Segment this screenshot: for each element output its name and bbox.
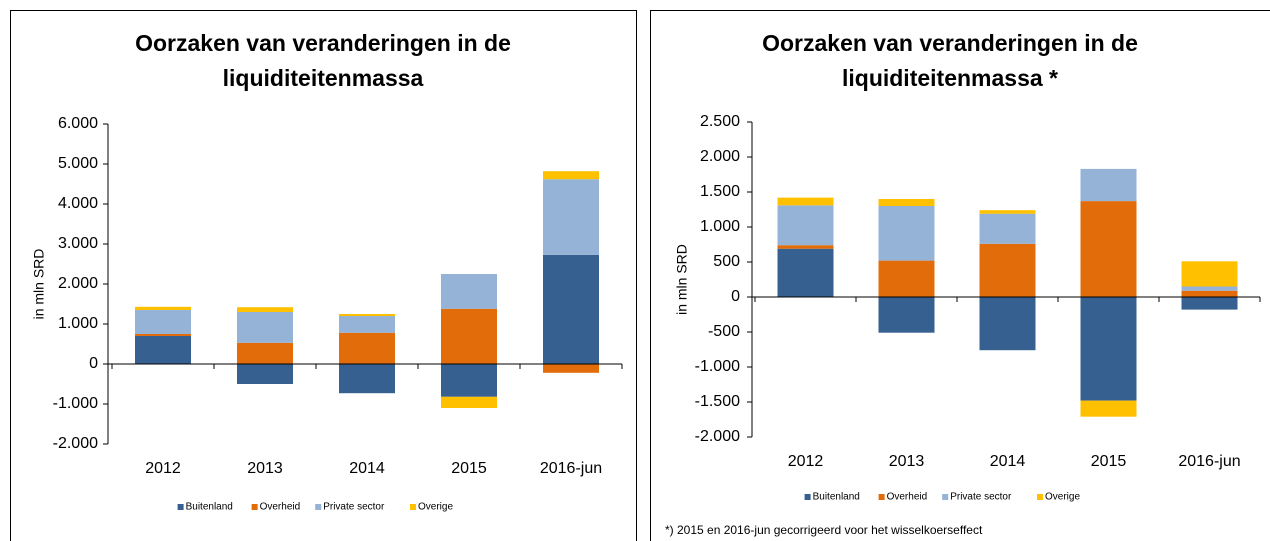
y-tick-label: 3.000 — [58, 235, 98, 252]
legend-label: Private sector — [950, 492, 1012, 503]
bar-segment — [777, 205, 834, 246]
chart-title: liquiditeitenmassa * — [842, 65, 1058, 91]
bar-segment — [979, 297, 1036, 351]
legend-swatch — [804, 494, 811, 500]
x-tick-label: 2013 — [889, 453, 925, 470]
bar-segment — [878, 206, 935, 261]
footnote: *) 2015 en 2016-jun gecorrigeerd voor he… — [665, 523, 983, 537]
x-tick-label: 2015 — [451, 460, 487, 477]
y-tick-label: 2.000 — [700, 148, 740, 165]
bar-segment — [1080, 201, 1137, 297]
bar-segment — [135, 306, 191, 310]
legend-label: Overheid — [887, 492, 928, 503]
x-tick-label: 2016-jun — [540, 460, 602, 477]
bar-segment — [979, 210, 1036, 214]
bar-segment — [339, 332, 395, 364]
bar-segment — [1181, 261, 1238, 287]
y-tick-label: 500 — [713, 253, 740, 270]
x-tick-label: 2012 — [145, 460, 181, 477]
y-tick-label: 6.000 — [58, 115, 98, 132]
legend-swatch — [942, 494, 949, 500]
legend-label: Buitenland — [186, 502, 233, 513]
legend-swatch — [315, 504, 322, 510]
y-tick-label: -2.000 — [53, 435, 98, 452]
panel-border — [650, 10, 1270, 541]
legend-label: Buitenland — [813, 492, 860, 503]
bar-segment — [1080, 297, 1137, 401]
bar-segment — [339, 314, 395, 316]
y-tick-label: -1.000 — [53, 395, 98, 412]
bar-segment — [1080, 400, 1137, 417]
bar-segment — [1181, 286, 1238, 291]
bar-segment — [979, 213, 1036, 244]
legend-swatch — [410, 504, 416, 510]
bar-segment — [339, 364, 395, 394]
y-axis-label: in mln SRD — [31, 249, 47, 320]
bar-segment — [777, 197, 834, 206]
bar-segment — [1181, 290, 1238, 297]
legend-label: Overige — [418, 502, 453, 513]
y-axis-label: in mln SRD — [674, 244, 690, 315]
y-tick-label: 4.000 — [58, 195, 98, 212]
bar-segment — [135, 334, 191, 336]
bar-segment — [543, 179, 599, 255]
y-tick-label: -2.000 — [695, 428, 740, 445]
bar-segment — [543, 364, 599, 373]
y-tick-label: -500 — [708, 323, 740, 340]
chart-title: Oorzaken van veranderingen in de — [762, 30, 1138, 56]
y-tick-label: -1.500 — [695, 393, 740, 410]
y-tick-label: 1.000 — [58, 315, 98, 332]
bar-segment — [237, 312, 293, 343]
bar-segment — [543, 254, 599, 364]
bar-segment — [979, 243, 1036, 297]
y-tick-label: 0 — [731, 288, 740, 305]
bar-segment — [878, 297, 935, 333]
y-tick-label: 0 — [89, 355, 98, 372]
chart-title: liquiditeitenmassa — [223, 65, 424, 91]
legend-swatch — [177, 504, 184, 510]
bar-segment — [237, 307, 293, 312]
bar-segment — [441, 364, 497, 397]
y-tick-label: 2.500 — [700, 113, 740, 130]
legend-label: Overheid — [260, 502, 301, 513]
legend-swatch — [1037, 494, 1043, 500]
x-tick-label: 2016-jun — [1178, 453, 1240, 470]
bar-segment — [135, 336, 191, 364]
y-tick-label: 1.500 — [700, 183, 740, 200]
y-tick-label: 5.000 — [58, 155, 98, 172]
bar-segment — [135, 310, 191, 334]
bar-segment — [878, 260, 935, 297]
legend-swatch — [251, 504, 258, 510]
bar-segment — [777, 245, 834, 249]
bar-segment — [1181, 297, 1238, 310]
bar-segment — [878, 199, 935, 206]
bar-segment — [237, 364, 293, 384]
x-tick-label: 2014 — [349, 460, 385, 477]
bar-segment — [441, 274, 497, 309]
bar-segment — [543, 171, 599, 180]
y-tick-label: -1.000 — [695, 358, 740, 375]
y-tick-label: 1.000 — [700, 218, 740, 235]
legend-label: Overige — [1045, 492, 1080, 503]
y-tick-label: 2.000 — [58, 275, 98, 292]
chart-title: Oorzaken van veranderingen in de — [135, 30, 511, 56]
legend-swatch — [878, 494, 885, 500]
bar-segment — [777, 248, 834, 297]
x-tick-label: 2015 — [1091, 453, 1127, 470]
x-tick-label: 2013 — [247, 460, 283, 477]
panel-border — [10, 10, 637, 541]
bar-segment — [441, 396, 497, 408]
bar-segment — [237, 342, 293, 364]
bar-segment — [441, 308, 497, 364]
x-tick-label: 2012 — [788, 453, 824, 470]
bar-segment — [339, 316, 395, 333]
x-tick-label: 2014 — [990, 453, 1026, 470]
bar-segment — [1080, 168, 1137, 202]
legend-label: Private sector — [323, 502, 385, 513]
